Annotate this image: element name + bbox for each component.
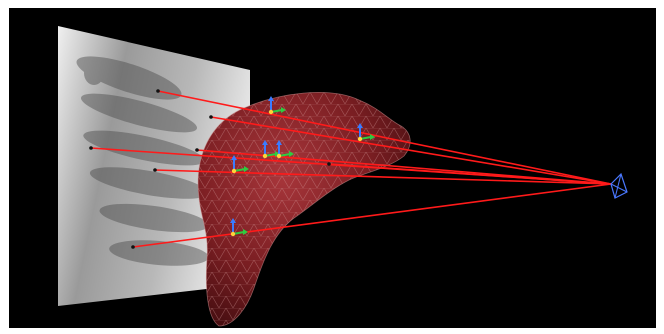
landmark-axis-marker — [231, 155, 249, 174]
x-ray-landmark-points — [89, 89, 331, 249]
landmark-axis-marker — [268, 96, 286, 115]
scene-svg — [58, 26, 628, 327]
projection-ray — [132, 183, 612, 248]
x-ray-landmark-point — [156, 89, 160, 93]
landmark-axis-marker — [357, 123, 375, 142]
mesh-landmark-markers — [230, 96, 375, 237]
landmark-axis-marker — [262, 140, 280, 159]
x-ray-landmark-point — [209, 115, 213, 119]
landmark-axis-marker — [230, 218, 248, 237]
camera-x-ray-source — [610, 172, 628, 199]
x-ray-landmark-point — [153, 168, 157, 172]
x-ray-landmark-point — [89, 146, 93, 150]
3d-render-canvas[interactable] — [9, 8, 656, 328]
projection-ray — [154, 169, 612, 185]
x-ray-landmark-point — [131, 245, 135, 249]
landmark-axis-marker — [276, 140, 294, 159]
x-ray-landmark-point — [327, 162, 331, 166]
projection-ray — [210, 116, 612, 185]
projection-ray — [328, 163, 612, 185]
x-ray-landmark-point — [195, 148, 199, 152]
projection-ray — [157, 90, 612, 185]
x-ray-projection-image — [58, 26, 250, 306]
